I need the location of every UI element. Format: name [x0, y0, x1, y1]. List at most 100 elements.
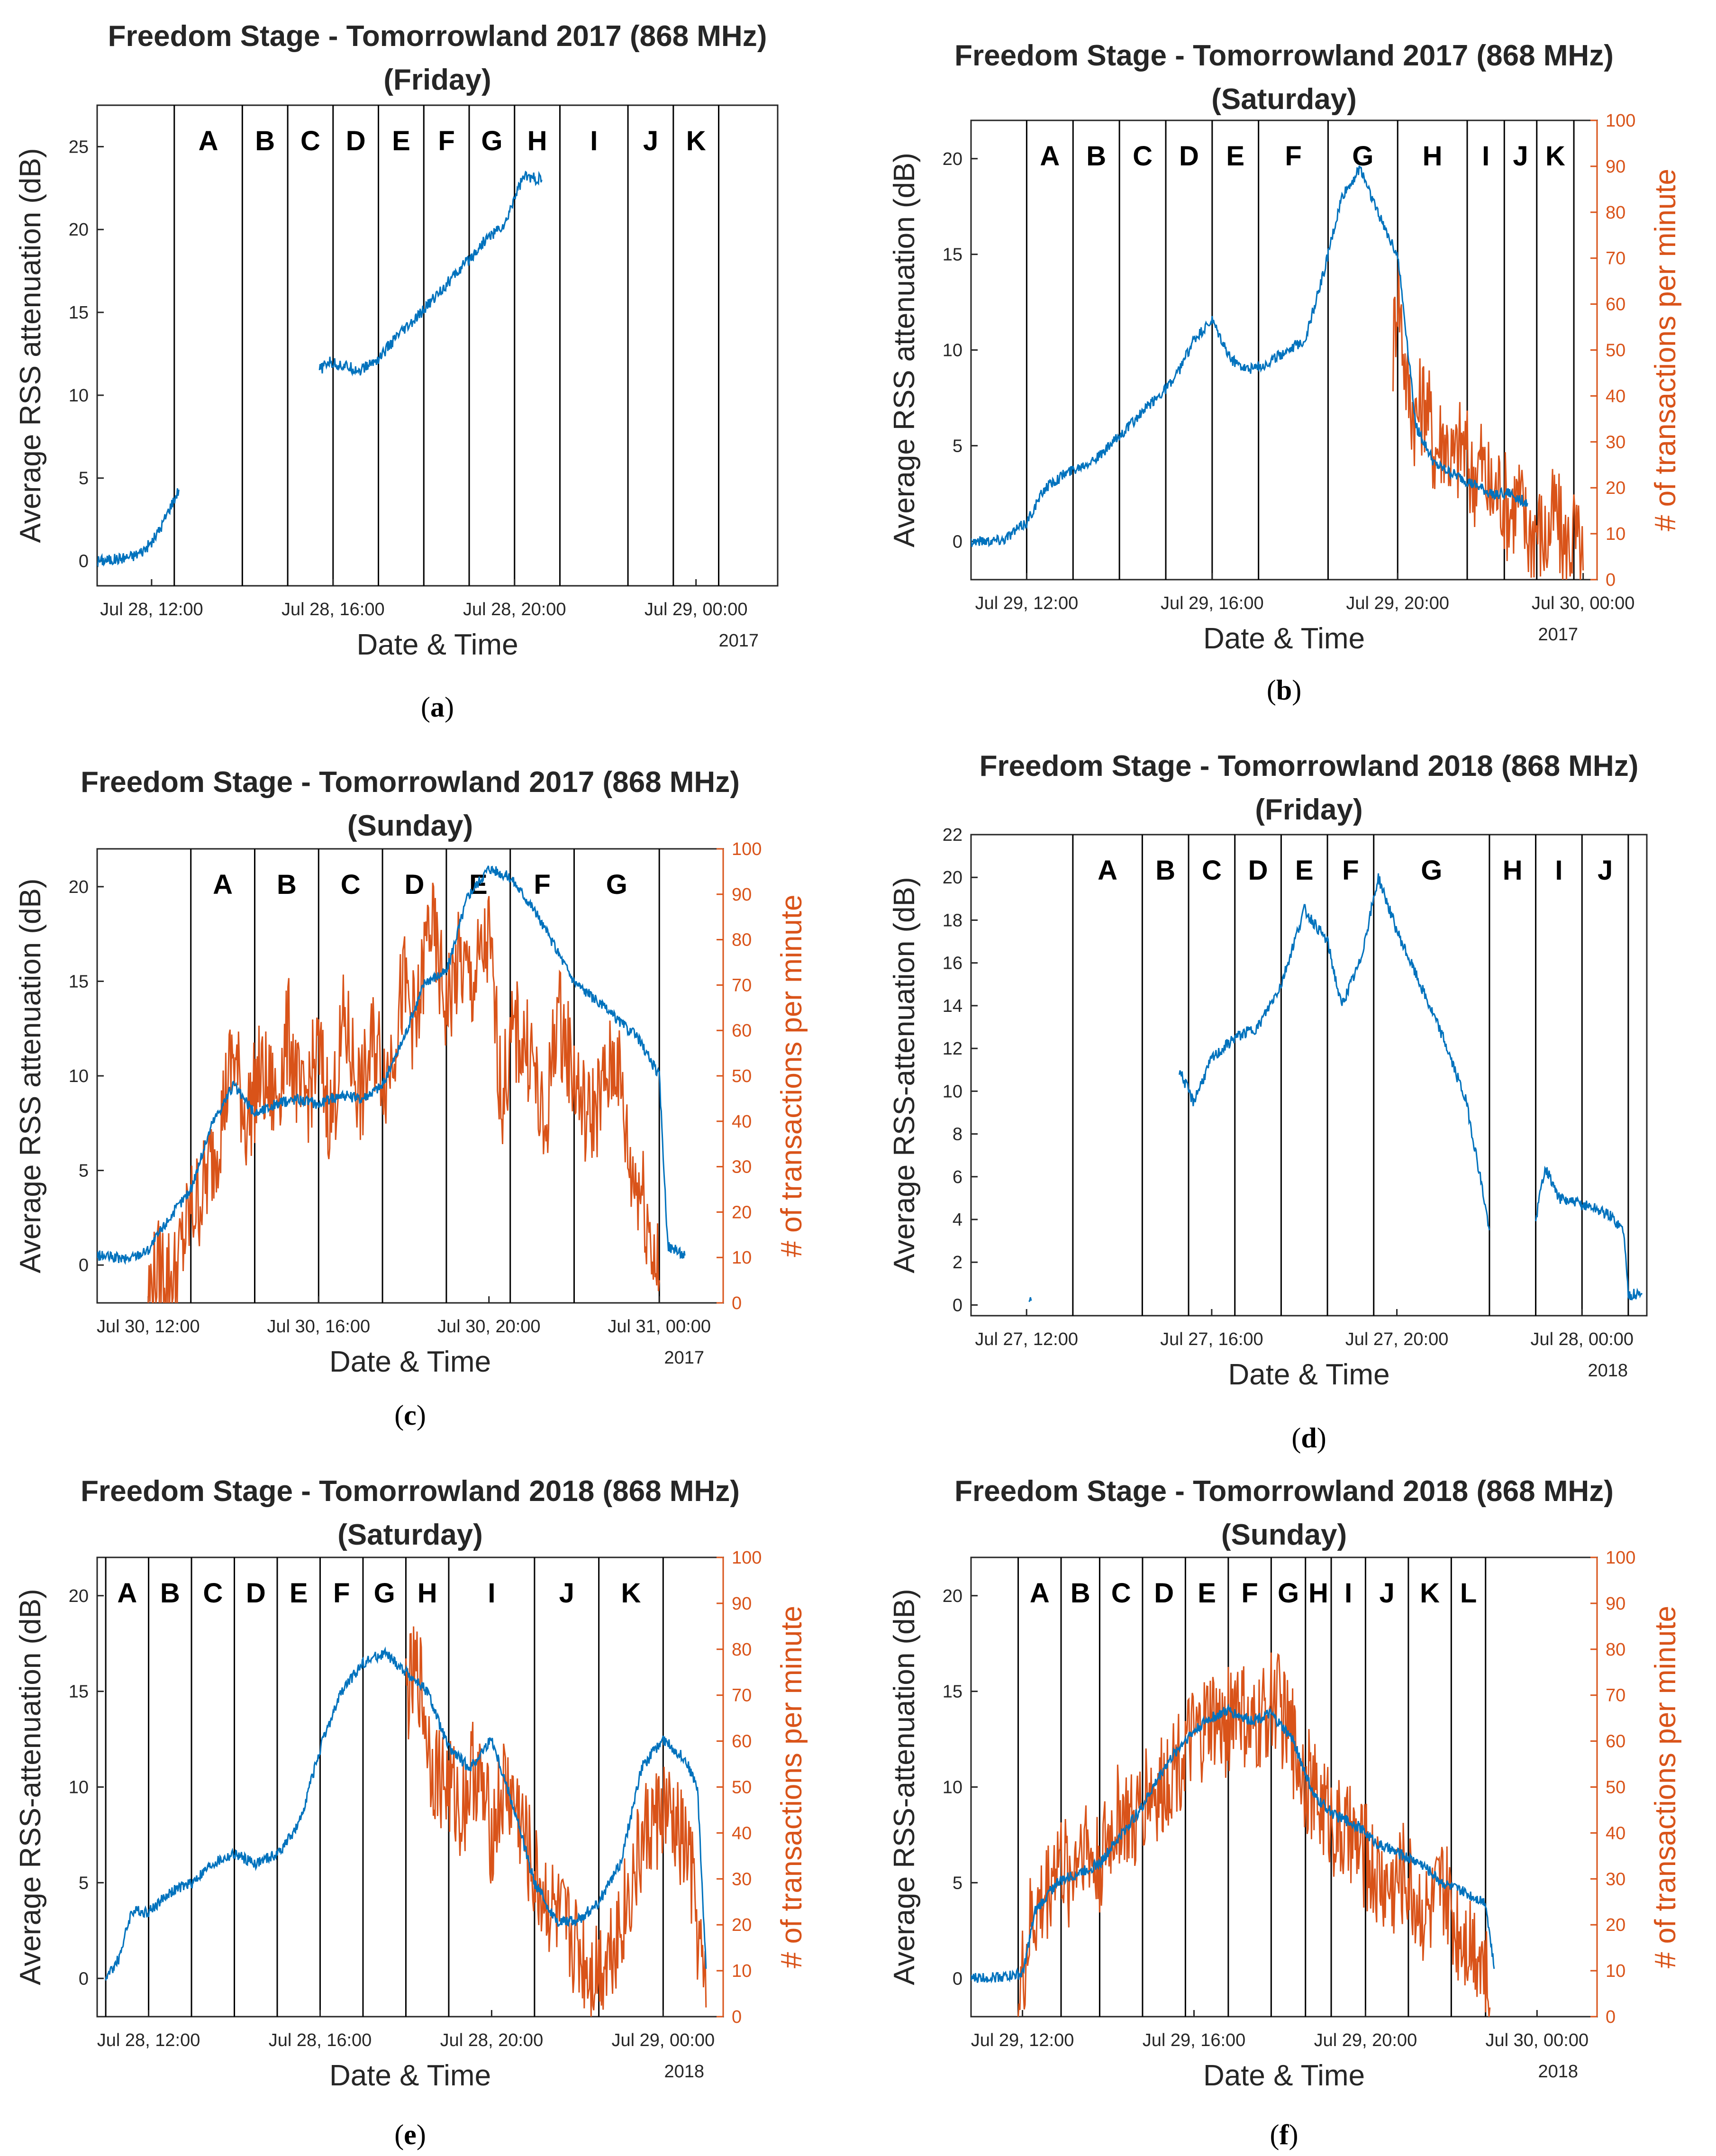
panel-caption: (a) [421, 691, 454, 723]
y-tick-label: 15 [69, 303, 89, 323]
x-tick-label: Jul 27, 12:00 [975, 1329, 1078, 1349]
y-tick-label: 0 [79, 552, 89, 572]
y2-tick-label: 80 [1606, 1640, 1625, 1660]
segment-label: C [203, 1578, 223, 1609]
y2-tick-label: 10 [1606, 1961, 1625, 1981]
chart-title: Freedom Stage - Tomorrowland 2018 (868 M… [81, 1475, 740, 1508]
y2-tick-label: 0 [1606, 2007, 1616, 2027]
segment-label: B [255, 126, 275, 156]
x-tick-label: Jul 28, 12:00 [100, 600, 203, 619]
panel-caption: (b) [1267, 674, 1301, 706]
segment-label: K [686, 126, 706, 156]
segment-label: D [1179, 141, 1199, 172]
y2-tick-label: 10 [732, 1961, 752, 1981]
y-tick-label: 10 [943, 1082, 962, 1101]
segment-label: D [1154, 1578, 1174, 1609]
y-tick-label: 5 [79, 469, 89, 489]
rss-series-line [97, 865, 686, 1265]
y-tick-label: 0 [953, 1969, 962, 1989]
y2-tick-label: 50 [732, 1778, 752, 1798]
x-tick-label: Jul 29, 16:00 [1143, 2030, 1246, 2050]
y-tick-label: 2 [953, 1253, 962, 1273]
panel-a: Freedom Stage - Tomorrowland 2017 (868 M… [14, 20, 779, 723]
panel-caption: (f) [1270, 2119, 1298, 2150]
panel-f: Freedom Stage - Tomorrowland 2018 (868 M… [888, 1475, 1682, 2150]
segment-label: C [341, 869, 361, 900]
segment-label: I [1555, 855, 1562, 886]
y2-axis-label: # of transactions per minute [775, 1606, 808, 1968]
y-tick-label: 5 [953, 1873, 962, 1893]
year-label: 2018 [664, 2062, 704, 2082]
segment-label: I [1482, 141, 1489, 172]
caption-paren: ( [394, 1400, 404, 1431]
y-tick-label: 5 [79, 1873, 89, 1893]
segment-label: H [1503, 855, 1523, 886]
chart-title: Freedom Stage - Tomorrowland 2018 (868 M… [980, 750, 1639, 782]
x-axis-label: Date & Time [329, 1346, 491, 1378]
caption-paren: ) [417, 1400, 426, 1431]
segment-label: F [1342, 855, 1359, 886]
caption-paren: ( [1270, 2119, 1280, 2150]
x-tick-label: Jul 30, 16:00 [267, 1317, 370, 1337]
y-tick-label: 20 [943, 1586, 962, 1606]
y-tick-label: 15 [943, 1682, 962, 1702]
y-tick-label: 6 [953, 1167, 962, 1187]
segment-label: B [160, 1578, 180, 1609]
caption-letter: f [1280, 2119, 1289, 2150]
panel-e: Freedom Stage - Tomorrowland 2018 (868 M… [14, 1475, 808, 2150]
panel-caption: (e) [394, 2119, 426, 2150]
x-tick-label: Jul 27, 16:00 [1160, 1329, 1263, 1349]
y2-axis-label: # of transactions per minute [775, 894, 808, 1257]
x-tick-label: Jul 28, 16:00 [269, 2030, 372, 2050]
caption-paren: ( [394, 2119, 404, 2150]
rss-series-line [1179, 873, 1490, 1230]
caption-letter: a [430, 691, 445, 723]
chart-title: Freedom Stage - Tomorrowland 2018 (868 M… [954, 1475, 1614, 1508]
x-axis-label: Date & Time [1203, 2059, 1365, 2092]
chart-subtitle: (Friday) [383, 64, 491, 96]
segment-label: H [527, 126, 547, 156]
y2-tick-label: 20 [1606, 478, 1625, 498]
y-tick-label: 10 [69, 1778, 89, 1798]
y2-tick-label: 70 [732, 1686, 752, 1706]
segment-label: B [1086, 141, 1106, 172]
segment-label: E [392, 126, 410, 156]
rss-series-line [1028, 1297, 1032, 1302]
segment-label: C [1111, 1578, 1131, 1609]
y-tick-label: 0 [953, 1295, 962, 1315]
x-axis-label: Date & Time [356, 628, 518, 661]
y-tick-label: 10 [69, 386, 89, 406]
x-tick-label: Jul 31, 00:00 [608, 1317, 711, 1337]
y2-tick-label: 0 [732, 2007, 742, 2027]
x-tick-label: Jul 29, 16:00 [1161, 593, 1264, 613]
y-tick-label: 10 [943, 341, 962, 361]
caption-paren: ( [1291, 1422, 1301, 1454]
x-tick-label: Jul 27, 20:00 [1345, 1329, 1449, 1349]
segment-label: A [117, 1578, 137, 1609]
y2-tick-label: 40 [1606, 1823, 1625, 1843]
y2-tick-label: 40 [732, 1112, 752, 1132]
y2-tick-label: 10 [1606, 524, 1625, 544]
y2-axis-label: # of transactions per minute [1649, 169, 1682, 531]
y2-tick-label: 40 [1606, 386, 1625, 406]
x-tick-label: Jul 30, 00:00 [1486, 2030, 1589, 2050]
y2-tick-label: 80 [732, 1640, 752, 1660]
year-label: 2017 [664, 1348, 704, 1368]
chart-subtitle: (Friday) [1255, 793, 1362, 826]
segment-label: K [1420, 1578, 1440, 1609]
y-tick-label: 12 [943, 1039, 962, 1059]
plot-frame [970, 1556, 1598, 2018]
y2-tick-label: 70 [1606, 1686, 1625, 1706]
y-axis-label: Average RSS-attenuation (dB) [888, 877, 921, 1273]
segment-label: G [606, 869, 627, 900]
y2-tick-label: 80 [732, 930, 752, 950]
segment-label: F [333, 1578, 350, 1609]
rss-series-line [1535, 1165, 1643, 1301]
y-tick-label: 0 [79, 1255, 89, 1275]
segment-label: A [213, 869, 233, 900]
y-tick-label: 20 [69, 220, 89, 240]
y-axis-label: Average RSS attenuation (dB) [14, 879, 47, 1274]
x-tick-label: Jul 29, 12:00 [971, 2030, 1074, 2050]
segment-label: A [1098, 855, 1117, 886]
